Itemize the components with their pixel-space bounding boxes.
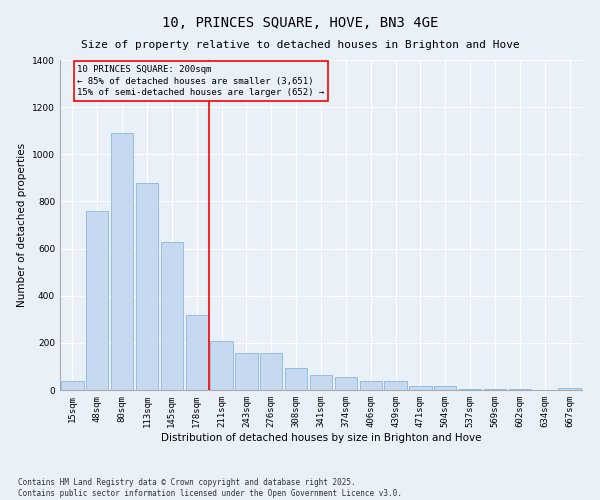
Y-axis label: Number of detached properties: Number of detached properties: [17, 143, 26, 307]
Bar: [310, 374, 332, 390]
Bar: [484, 389, 506, 390]
Bar: [459, 389, 481, 390]
Bar: [559, 388, 581, 390]
Bar: [136, 182, 158, 390]
Bar: [185, 314, 208, 390]
Bar: [211, 340, 233, 390]
Bar: [111, 133, 133, 390]
Bar: [260, 354, 283, 390]
Bar: [235, 354, 257, 390]
Bar: [434, 386, 457, 390]
Bar: [509, 389, 531, 390]
Text: Size of property relative to detached houses in Brighton and Hove: Size of property relative to detached ho…: [80, 40, 520, 50]
Text: 10, PRINCES SQUARE, HOVE, BN3 4GE: 10, PRINCES SQUARE, HOVE, BN3 4GE: [162, 16, 438, 30]
Bar: [86, 211, 109, 390]
Bar: [359, 380, 382, 390]
Text: Contains HM Land Registry data © Crown copyright and database right 2025.
Contai: Contains HM Land Registry data © Crown c…: [18, 478, 402, 498]
Bar: [335, 377, 357, 390]
Bar: [161, 242, 183, 390]
Text: 10 PRINCES SQUARE: 200sqm
← 85% of detached houses are smaller (3,651)
15% of se: 10 PRINCES SQUARE: 200sqm ← 85% of detac…: [77, 64, 325, 98]
Bar: [285, 368, 307, 390]
Bar: [385, 380, 407, 390]
Bar: [409, 386, 431, 390]
X-axis label: Distribution of detached houses by size in Brighton and Hove: Distribution of detached houses by size …: [161, 432, 481, 442]
Bar: [61, 380, 83, 390]
